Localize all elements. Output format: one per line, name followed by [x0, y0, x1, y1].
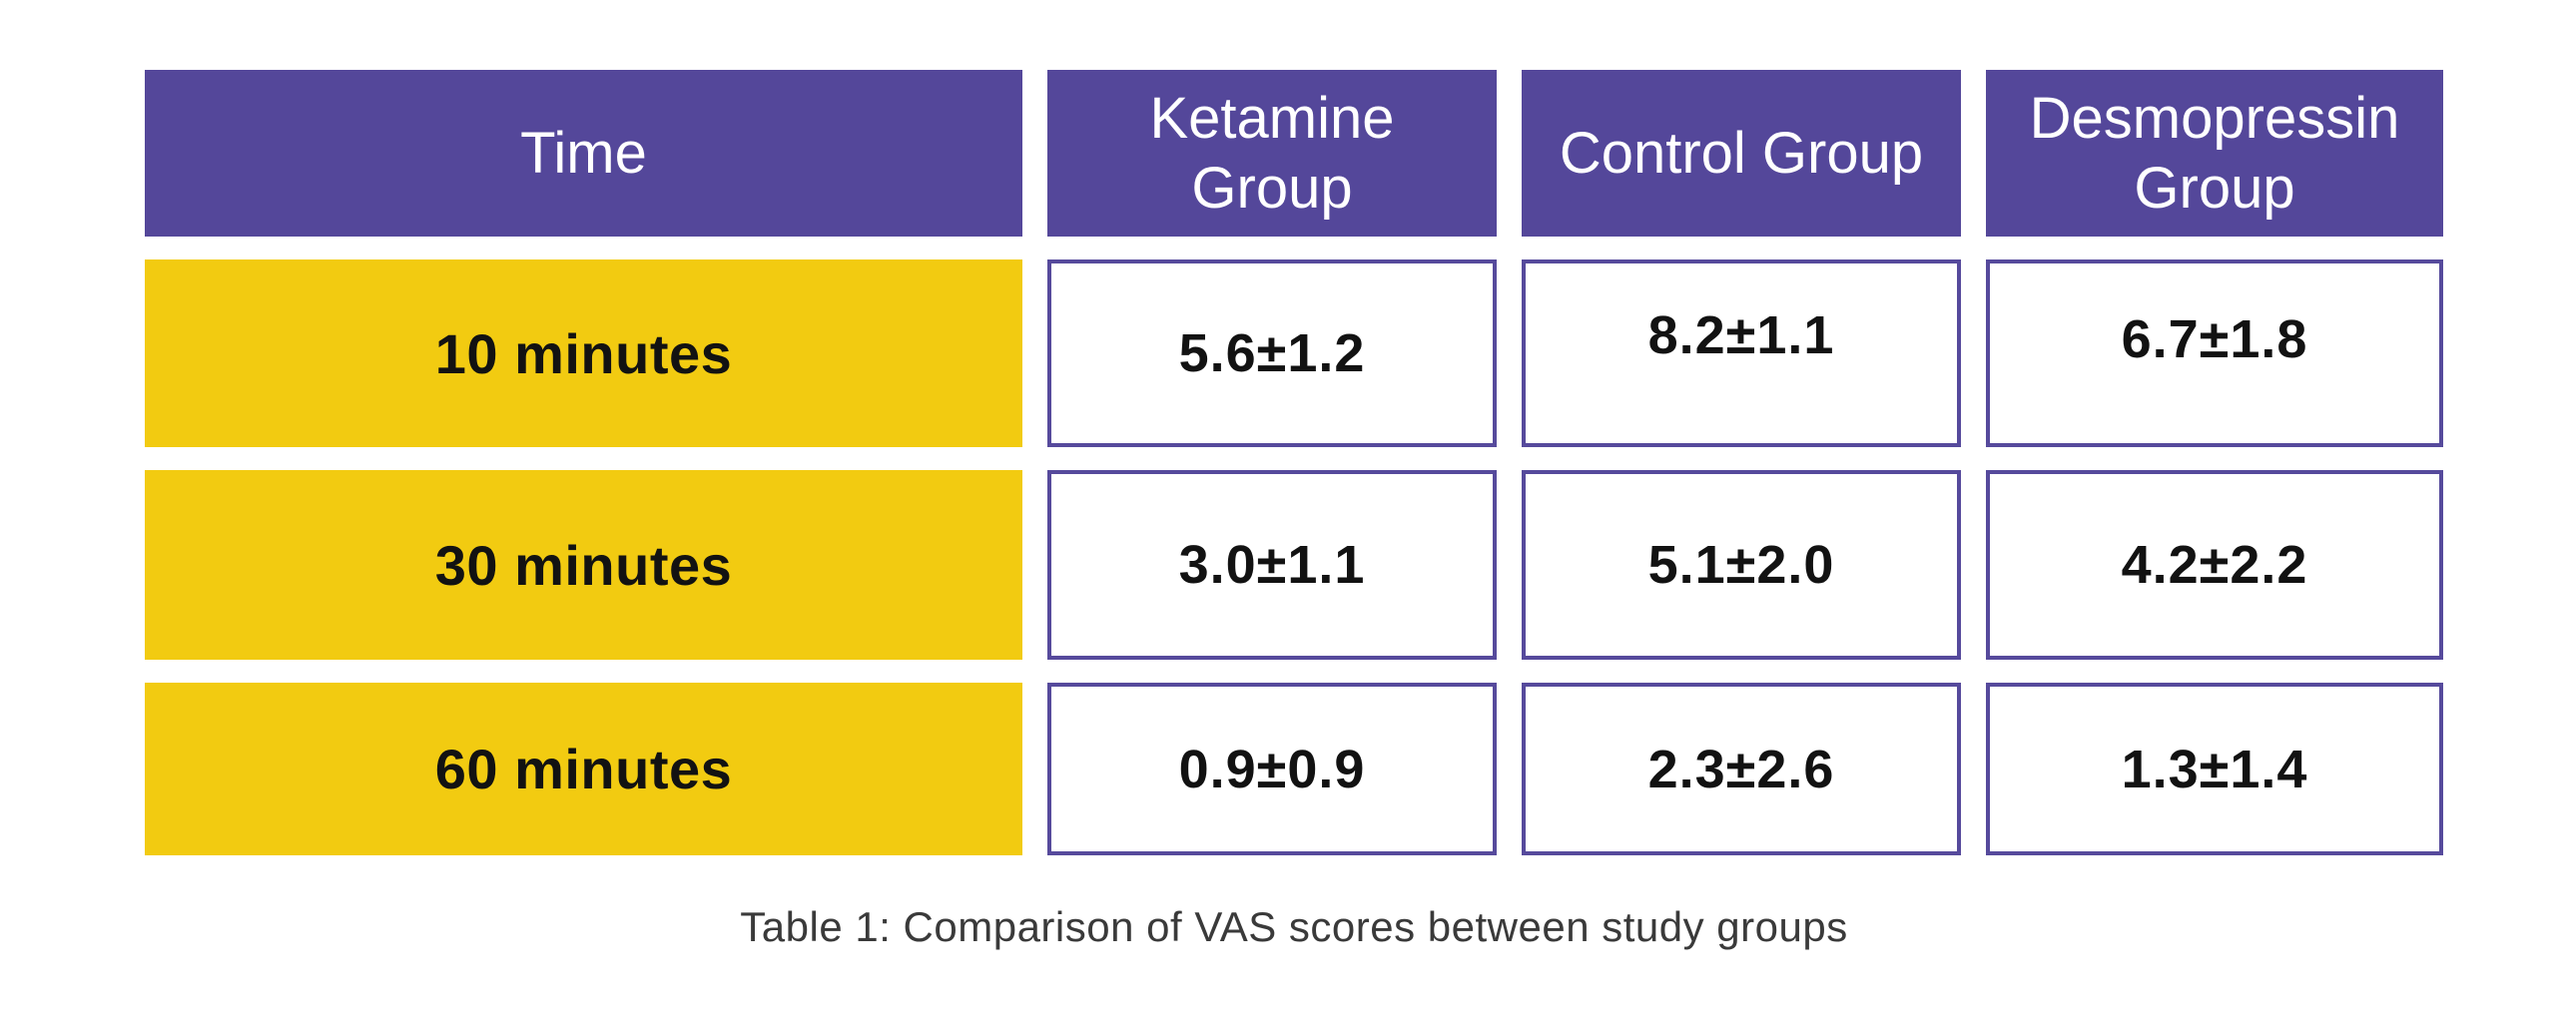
table-caption: Table 1: Comparison of VAS scores betwee… [740, 903, 1848, 950]
cell-control-60min: 2.3±2.6 [1522, 683, 1961, 855]
cell-ketamine-60min: 0.9±0.9 [1047, 683, 1497, 855]
col-header-control-group: Control Group [1522, 70, 1961, 237]
vas-comparison-table: Time Ketamine Group Control Group Desmop… [145, 70, 2443, 855]
cell-desmopressin-30min: 4.2±2.2 [1986, 470, 2443, 660]
col-header-time: Time [145, 70, 1022, 237]
cell-ketamine-30min: 3.0±1.1 [1047, 470, 1497, 660]
cell-value: 5.6±1.2 [1178, 323, 1366, 383]
cell-desmopressin-60min: 1.3±1.4 [1986, 683, 2443, 855]
cell-value: 0.9±0.9 [1178, 739, 1366, 799]
cell-value: 6.7±1.8 [2121, 309, 2308, 369]
row-label-30-minutes: 30 minutes [145, 470, 1022, 660]
row-label-10-minutes: 10 minutes [145, 259, 1022, 447]
cell-ketamine-10min: 5.6±1.2 [1047, 259, 1497, 447]
row-label-60-minutes: 60 minutes [145, 683, 1022, 855]
cell-value: 3.0±1.1 [1178, 535, 1366, 595]
col-header-desmopressin-group: Desmopressin Group [1986, 70, 2443, 237]
cell-value: 4.2±2.2 [2121, 535, 2308, 595]
cell-value: 2.3±2.6 [1647, 739, 1835, 799]
cell-control-30min: 5.1±2.0 [1522, 470, 1961, 660]
cell-value: 1.3±1.4 [2121, 739, 2308, 799]
cell-value: 8.2±1.1 [1647, 305, 1835, 365]
cell-value: 5.1±2.0 [1647, 535, 1835, 595]
cell-control-10min: 8.2±1.1 [1522, 259, 1961, 447]
col-header-ketamine-group: Ketamine Group [1047, 70, 1497, 237]
cell-desmopressin-10min: 6.7±1.8 [1986, 259, 2443, 447]
